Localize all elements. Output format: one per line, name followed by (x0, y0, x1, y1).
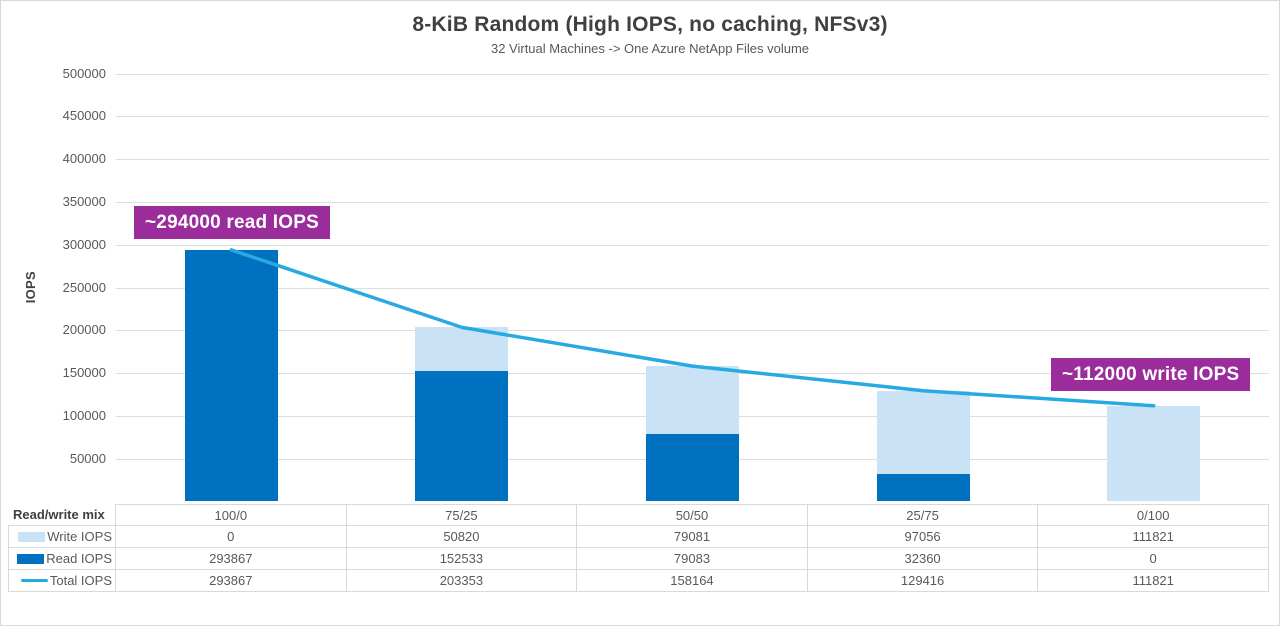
table-cell: 203353 (346, 570, 578, 592)
y-tick-label: 100000 (62, 407, 106, 423)
write-iops-bar (876, 390, 970, 474)
gridline (116, 287, 1269, 289)
table-row-label-text: Write IOPS (47, 529, 112, 544)
table-cell: 0 (116, 526, 347, 548)
table-cell: 25/75 (807, 504, 1039, 526)
table-row-label-text: Read IOPS (46, 551, 112, 566)
table-cell: 0 (1038, 548, 1269, 570)
gridline (116, 159, 1269, 161)
write-iops-bar (646, 366, 739, 434)
table-row-label-text: Total IOPS (49, 573, 112, 588)
read-iops-bar (876, 473, 970, 502)
y-tick-label: 500000 (62, 65, 106, 81)
table-row: Total IOPS 293867 203353 158164 129416 111821 (8, 570, 1269, 592)
table-row: Write IOPS 0 50820 79081 97056 111821 (8, 526, 1269, 548)
table-cell: 129416 (807, 570, 1039, 592)
read-iops-bar (415, 370, 509, 502)
read-iops-bar (646, 433, 739, 502)
table-cell: 100/0 (116, 504, 347, 526)
table-cell: 293867 (116, 570, 347, 592)
table-cell: 50820 (346, 526, 578, 548)
y-tick-label: 150000 (62, 365, 106, 381)
gridline (116, 201, 1269, 203)
total-iops-legend-line-icon (20, 579, 48, 582)
write-iops-bar (1107, 405, 1201, 502)
table-cell: 75/25 (346, 504, 578, 526)
y-tick-label: 350000 (62, 193, 106, 209)
read-iops-annotation: ~294000 read IOPS (134, 206, 330, 239)
table-cell: 79083 (577, 548, 808, 570)
table-row: Read/write mix 100/0 75/25 50/50 25/75 0/100 (8, 504, 1269, 526)
write-iops-legend-swatch-icon (18, 531, 46, 542)
gridline (116, 73, 1269, 75)
table-row-label: Write IOPS (8, 526, 116, 548)
y-tick-label: 50000 (69, 450, 106, 466)
table-row-label: Read/write mix (8, 504, 116, 526)
write-iops-bar (415, 327, 509, 371)
gridline (116, 330, 1269, 332)
chart-subtitle: 32 Virtual Machines -> One Azure NetApp … (490, 41, 810, 56)
table-cell: 111821 (1038, 570, 1269, 592)
write-iops-annotation: ~112000 write IOPS (1051, 358, 1251, 391)
table-cell: 293867 (116, 548, 347, 570)
table-cell: 50/50 (577, 504, 808, 526)
table-cell: 152533 (346, 548, 578, 570)
read-iops-legend-swatch-icon (17, 553, 45, 564)
y-tick-label: 200000 (62, 322, 106, 338)
gridline (116, 244, 1269, 246)
chart-title: 8-KiB Random (High IOPS, no caching, NFS… (412, 13, 888, 36)
table-cell: 111821 (1038, 526, 1269, 548)
table-row: Read IOPS 293867 152533 79083 32360 0 (8, 548, 1269, 570)
y-tick-label: 250000 (62, 279, 106, 295)
read-iops-bar (184, 249, 278, 502)
table-cell: 97056 (807, 526, 1039, 548)
table-row-label: Total IOPS (8, 570, 116, 592)
table-row-label: Read IOPS (8, 548, 116, 570)
y-tick-label: 400000 (62, 151, 106, 167)
y-tick-label: 300000 (62, 236, 106, 252)
table-cell: 32360 (807, 548, 1039, 570)
table-cell: 158164 (577, 570, 808, 592)
table-row-label-text: Read/write mix (13, 507, 105, 522)
table-cell: 79081 (577, 526, 808, 548)
y-tick-label: 450000 (62, 108, 106, 124)
gridline (116, 116, 1269, 118)
table-cell: 0/100 (1038, 504, 1269, 526)
